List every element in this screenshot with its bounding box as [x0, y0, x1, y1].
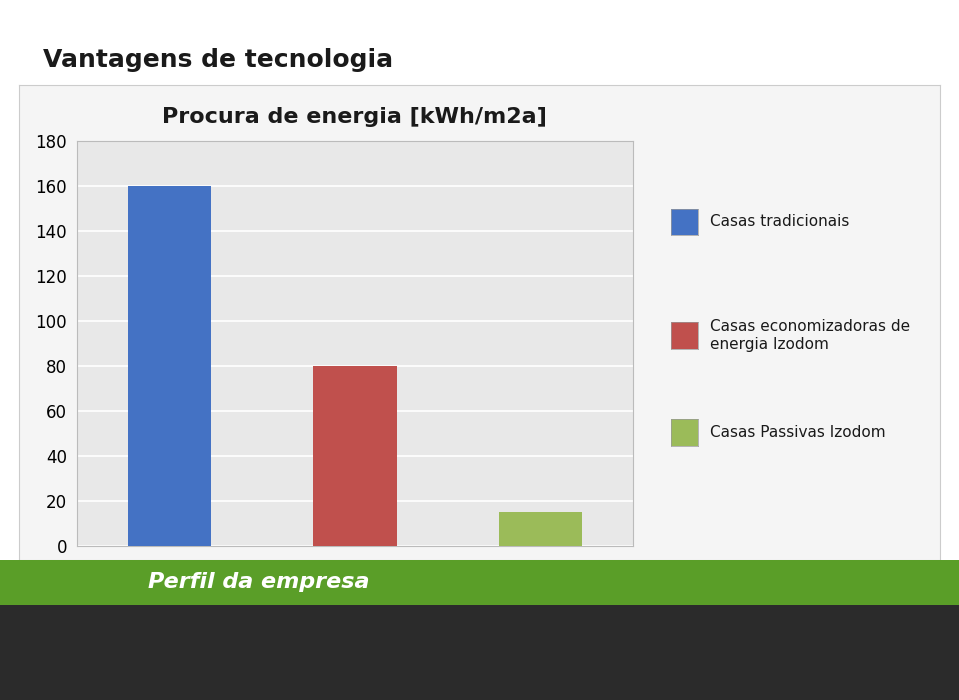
- Bar: [313, 366, 396, 546]
- Text: Casas economizadoras de
energia Izodom: Casas economizadoras de energia Izodom: [710, 319, 910, 351]
- Bar: [128, 186, 211, 546]
- Text: Casas Passivas Izodom: Casas Passivas Izodom: [710, 425, 885, 440]
- Text: Perfil da empresa: Perfil da empresa: [149, 573, 369, 592]
- Text: Procura de energia [kWh/m2a]: Procura de energia [kWh/m2a]: [162, 107, 548, 127]
- Bar: [499, 512, 582, 546]
- Text: Vantagens de tecnologia: Vantagens de tecnologia: [43, 48, 393, 71]
- Text: Casas tradicionais: Casas tradicionais: [710, 214, 849, 230]
